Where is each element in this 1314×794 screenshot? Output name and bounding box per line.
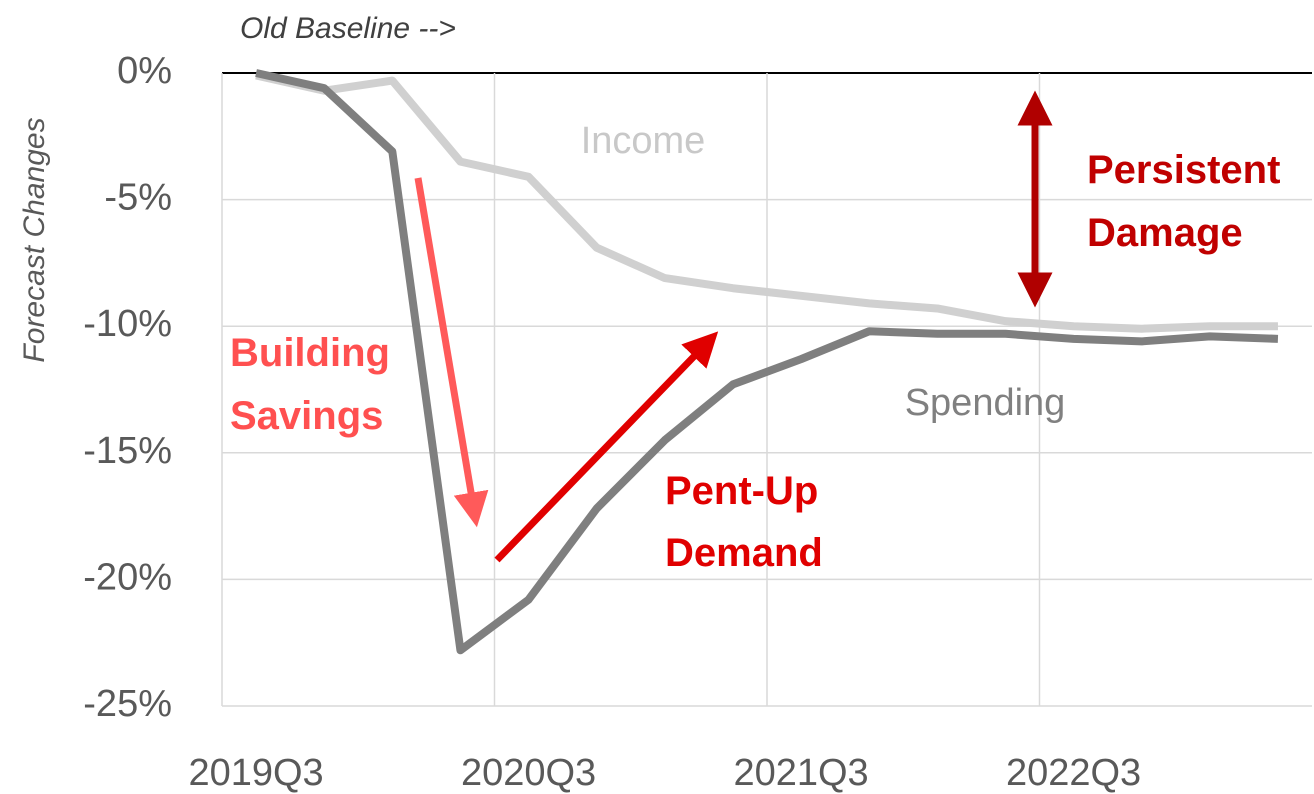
y-tick-label: -15% bbox=[83, 430, 172, 472]
arrow bbox=[414, 177, 489, 528]
y-tick-label: -25% bbox=[83, 683, 172, 725]
x-tick-label: 2020Q3 bbox=[461, 752, 596, 794]
chart-title: Old Baseline --> bbox=[240, 12, 456, 45]
y-axis-label: Forecast Changes bbox=[18, 117, 51, 362]
annotation-line: Damage bbox=[1087, 211, 1243, 255]
y-tick-label: -5% bbox=[104, 177, 172, 219]
arrow bbox=[494, 331, 719, 563]
lines bbox=[255, 69, 1279, 655]
annotation: Building Savings bbox=[230, 331, 401, 438]
grid bbox=[221, 72, 1312, 707]
x-tick-label: 2019Q3 bbox=[188, 752, 323, 794]
x-tick-label: 2021Q3 bbox=[733, 752, 868, 794]
x-tick-label: 2022Q3 bbox=[1006, 752, 1141, 794]
annotation: Pent-Up Demand bbox=[665, 469, 829, 575]
annotation-line: Demand bbox=[665, 531, 823, 575]
series-line bbox=[255, 69, 1279, 655]
annotation-line: Building bbox=[230, 331, 390, 375]
annotation: Persistent Damage bbox=[1087, 148, 1292, 255]
annotation-line: Savings bbox=[230, 394, 383, 438]
annotation-line: Persistent bbox=[1087, 148, 1280, 192]
y-tick-label: 0% bbox=[117, 50, 172, 92]
series-label: Spending bbox=[905, 382, 1066, 424]
series-line bbox=[255, 71, 1278, 333]
y-tick-label: -10% bbox=[83, 303, 172, 345]
series-label: Income bbox=[581, 120, 706, 162]
y-tick-label: -20% bbox=[83, 556, 172, 598]
annotation-line: Pent-Up bbox=[665, 469, 818, 513]
